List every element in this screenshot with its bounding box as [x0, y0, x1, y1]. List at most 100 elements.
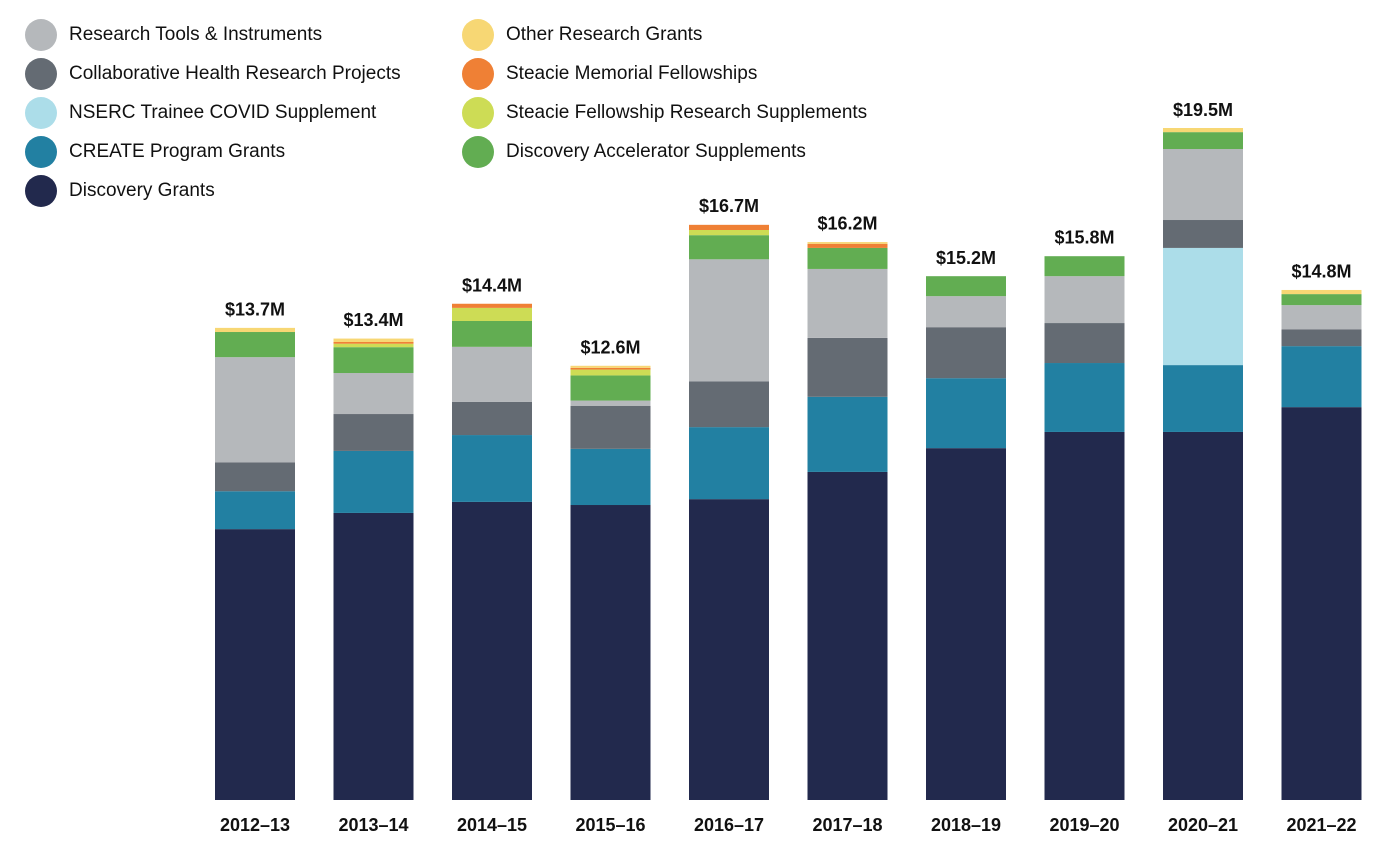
bar-segment: [570, 405, 651, 449]
total-label: $14.8M: [1291, 262, 1351, 282]
bar-segment: [1281, 346, 1362, 408]
bar-segment: [570, 367, 651, 370]
bar-segment: [570, 375, 651, 401]
legend-swatch: [462, 58, 494, 90]
bar-segment: [333, 338, 414, 343]
total-label: $16.2M: [817, 213, 877, 233]
legend-label: Collaborative Health Research Projects: [69, 63, 401, 84]
x-tick-label: 2021–22: [1286, 815, 1356, 835]
bar-segment: [333, 373, 414, 415]
bar-segment: [926, 378, 1006, 449]
legend-label: Discovery Grants: [69, 180, 215, 201]
legend-swatch: [462, 97, 494, 129]
bar-segment: [333, 347, 414, 374]
legend-label: Steacie Memorial Fellowships: [506, 63, 757, 84]
x-tick-label: 2017–18: [812, 815, 882, 835]
bar-segment: [1281, 407, 1362, 800]
bar-segment: [689, 235, 769, 260]
bar-segment: [1044, 276, 1125, 324]
bar-segment: [689, 381, 769, 428]
bar-segment: [1044, 363, 1125, 432]
legend-label: Discovery Accelerator Supplements: [506, 141, 806, 162]
legend-swatch: [25, 19, 57, 51]
bar-segment: [452, 435, 532, 502]
x-tick-label: 2020–21: [1168, 815, 1238, 835]
x-tick-label: 2015–16: [575, 815, 645, 835]
bar-segment: [452, 401, 532, 436]
legend-swatch: [462, 136, 494, 168]
total-label: $13.4M: [343, 310, 403, 330]
bar-segment: [926, 327, 1006, 379]
bar-segment: [807, 242, 888, 244]
bar-segment: [926, 296, 1006, 328]
legend-swatch: [25, 58, 57, 90]
legend-swatch: [25, 136, 57, 168]
total-label: $12.6M: [580, 338, 640, 358]
bar-segment: [1163, 128, 1243, 133]
bar-segment: [689, 224, 769, 231]
bar-segment: [1044, 256, 1125, 277]
bar-segment: [689, 499, 769, 800]
bar-segment: [333, 342, 414, 344]
bar-segment: [215, 529, 295, 800]
bar-segment: [333, 450, 414, 513]
bar-segment: [1163, 431, 1243, 800]
legend-label: Steacie Fellowship Research Supplements: [506, 102, 867, 123]
bar-segment: [1281, 294, 1362, 306]
total-label: $13.7M: [225, 300, 285, 320]
bar-segment: [570, 400, 651, 406]
bar-segment: [215, 327, 295, 333]
bar-segment: [215, 357, 295, 463]
bar-segment: [807, 471, 888, 800]
bar-segment: [1163, 220, 1243, 248]
bar-segment: [1163, 132, 1243, 150]
bar-segment: [333, 512, 414, 800]
total-label: $19.5M: [1173, 100, 1233, 120]
total-label: $15.2M: [936, 248, 996, 268]
bar-segment: [1163, 149, 1243, 221]
legend-label: Other Research Grants: [506, 24, 702, 45]
legend-label: CREATE Program Grants: [69, 141, 285, 162]
bar-segment: [1163, 365, 1243, 432]
bar-segment: [1163, 247, 1243, 366]
total-label: $15.8M: [1054, 227, 1114, 247]
bar-segment: [452, 303, 532, 308]
bar-segment: [807, 396, 888, 472]
bar-segment: [807, 243, 888, 248]
bar-segment: [570, 365, 651, 368]
bar-segment: [1044, 431, 1125, 800]
bar-segment: [807, 268, 888, 338]
x-tick-label: 2016–17: [694, 815, 764, 835]
x-tick-label: 2014–15: [457, 815, 527, 835]
bar-segment: [689, 230, 769, 236]
legend-label: Research Tools & Instruments: [69, 24, 322, 45]
bar-segment: [1281, 305, 1362, 330]
bar-segment: [452, 307, 532, 321]
bar-segment: [215, 462, 295, 492]
bar-segment: [807, 247, 888, 269]
bar-segment: [452, 320, 532, 347]
bar-segment: [452, 346, 532, 402]
bar-segment: [570, 369, 651, 376]
legend-swatch: [462, 19, 494, 51]
bar-segment: [689, 259, 769, 382]
legend-swatch: [25, 175, 57, 207]
legend-swatch: [25, 97, 57, 129]
bar-segment: [1044, 323, 1125, 364]
bar-segment: [1281, 329, 1362, 347]
bar-segment: [807, 337, 888, 397]
bar-segment: [215, 332, 295, 358]
legend-label: NSERC Trainee COVID Supplement: [69, 102, 377, 123]
x-tick-label: 2019–20: [1049, 815, 1119, 835]
bar-segment: [452, 501, 532, 800]
total-label: $16.7M: [699, 196, 759, 216]
bar-segment: [215, 491, 295, 530]
bar-segment: [1281, 289, 1362, 295]
bar-segment: [570, 505, 651, 800]
x-tick-label: 2018–19: [931, 815, 1001, 835]
x-tick-label: 2013–14: [338, 815, 408, 835]
bar-segment: [926, 448, 1006, 800]
bar-segment: [333, 414, 414, 451]
bar-segment: [333, 343, 414, 348]
